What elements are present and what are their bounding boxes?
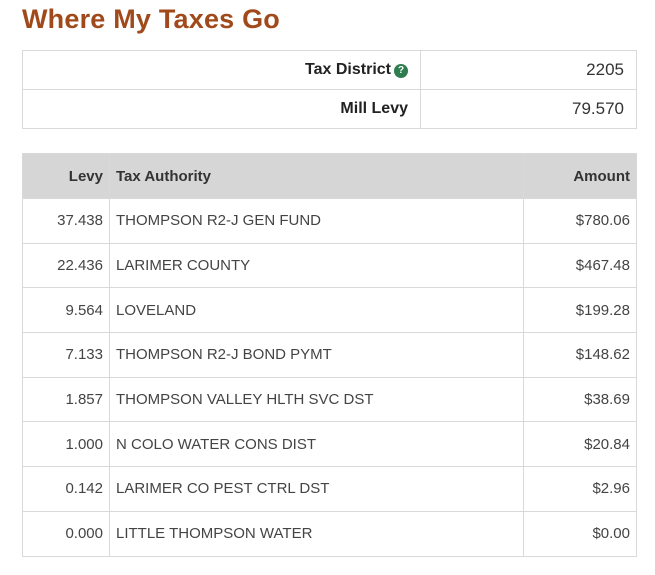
tax-district-label-cell: Tax District? (22, 50, 421, 90)
table-row: 9.564 LOVELAND $199.28 (22, 287, 637, 334)
table-header-row: Levy Tax Authority Amount (22, 153, 637, 199)
tax-authority-cell: LARIMER CO PEST CTRL DST (109, 466, 524, 512)
tax-authority-cell: LARIMER COUNTY (109, 242, 524, 289)
levy-cell: 22.436 (22, 242, 110, 289)
table-row: 22.436 LARIMER COUNTY $467.48 (22, 242, 637, 289)
table-row: 37.438 THOMPSON R2-J GEN FUND $780.06 (22, 198, 637, 244)
column-header-amount: Amount (523, 153, 637, 199)
tax-summary-table: Tax District? 2205 Mill Levy 79.570 (22, 50, 637, 129)
column-header-levy: Levy (22, 153, 110, 199)
tax-authority-cell: N COLO WATER CONS DIST (109, 421, 524, 468)
tax-authority-cell: THOMPSON VALLEY HLTH SVC DST (109, 376, 524, 423)
amount-cell: $467.48 (523, 242, 637, 289)
mill-levy-value: 79.570 (420, 89, 637, 129)
levy-cell: 0.142 (22, 466, 110, 512)
amount-cell: $0.00 (523, 510, 637, 557)
tax-district-label: Tax District (305, 61, 391, 78)
tax-authority-cell: THOMPSON R2-J BOND PYMT (109, 332, 524, 378)
levy-cell: 9.564 (22, 287, 110, 334)
table-row: 1.857 THOMPSON VALLEY HLTH SVC DST $38.6… (22, 376, 637, 423)
tax-authority-cell: LITTLE THOMPSON WATER (109, 510, 524, 557)
levy-cell: 7.133 (22, 332, 110, 378)
levy-cell: 0.000 (22, 510, 110, 557)
tax-authority-table: Levy Tax Authority Amount 37.438 THOMPSO… (22, 153, 637, 557)
levy-cell: 1.000 (22, 421, 110, 468)
column-header-tax-authority: Tax Authority (109, 153, 524, 199)
levy-cell: 37.438 (22, 198, 110, 244)
tax-authority-cell: LOVELAND (109, 287, 524, 334)
table-row: 0.142 LARIMER CO PEST CTRL DST $2.96 (22, 466, 637, 512)
amount-cell: $148.62 (523, 332, 637, 378)
amount-cell: $38.69 (523, 376, 637, 423)
levy-cell: 1.857 (22, 376, 110, 423)
table-row: 1.000 N COLO WATER CONS DIST $20.84 (22, 421, 637, 468)
mill-levy-row: Mill Levy 79.570 (22, 89, 637, 129)
tax-authority-cell: THOMPSON R2-J GEN FUND (109, 198, 524, 244)
amount-cell: $199.28 (523, 287, 637, 334)
amount-cell: $20.84 (523, 421, 637, 468)
amount-cell: $2.96 (523, 466, 637, 512)
mill-levy-label: Mill Levy (22, 89, 421, 129)
question-circle-icon[interactable]: ? (394, 64, 408, 78)
table-row: 0.000 LITTLE THOMPSON WATER $0.00 (22, 510, 637, 557)
tax-district-row: Tax District? 2205 (22, 50, 637, 90)
amount-cell: $780.06 (523, 198, 637, 244)
table-row: 7.133 THOMPSON R2-J BOND PYMT $148.62 (22, 332, 637, 378)
page-title: Where My Taxes Go (22, 4, 280, 34)
tax-district-value: 2205 (420, 50, 637, 90)
